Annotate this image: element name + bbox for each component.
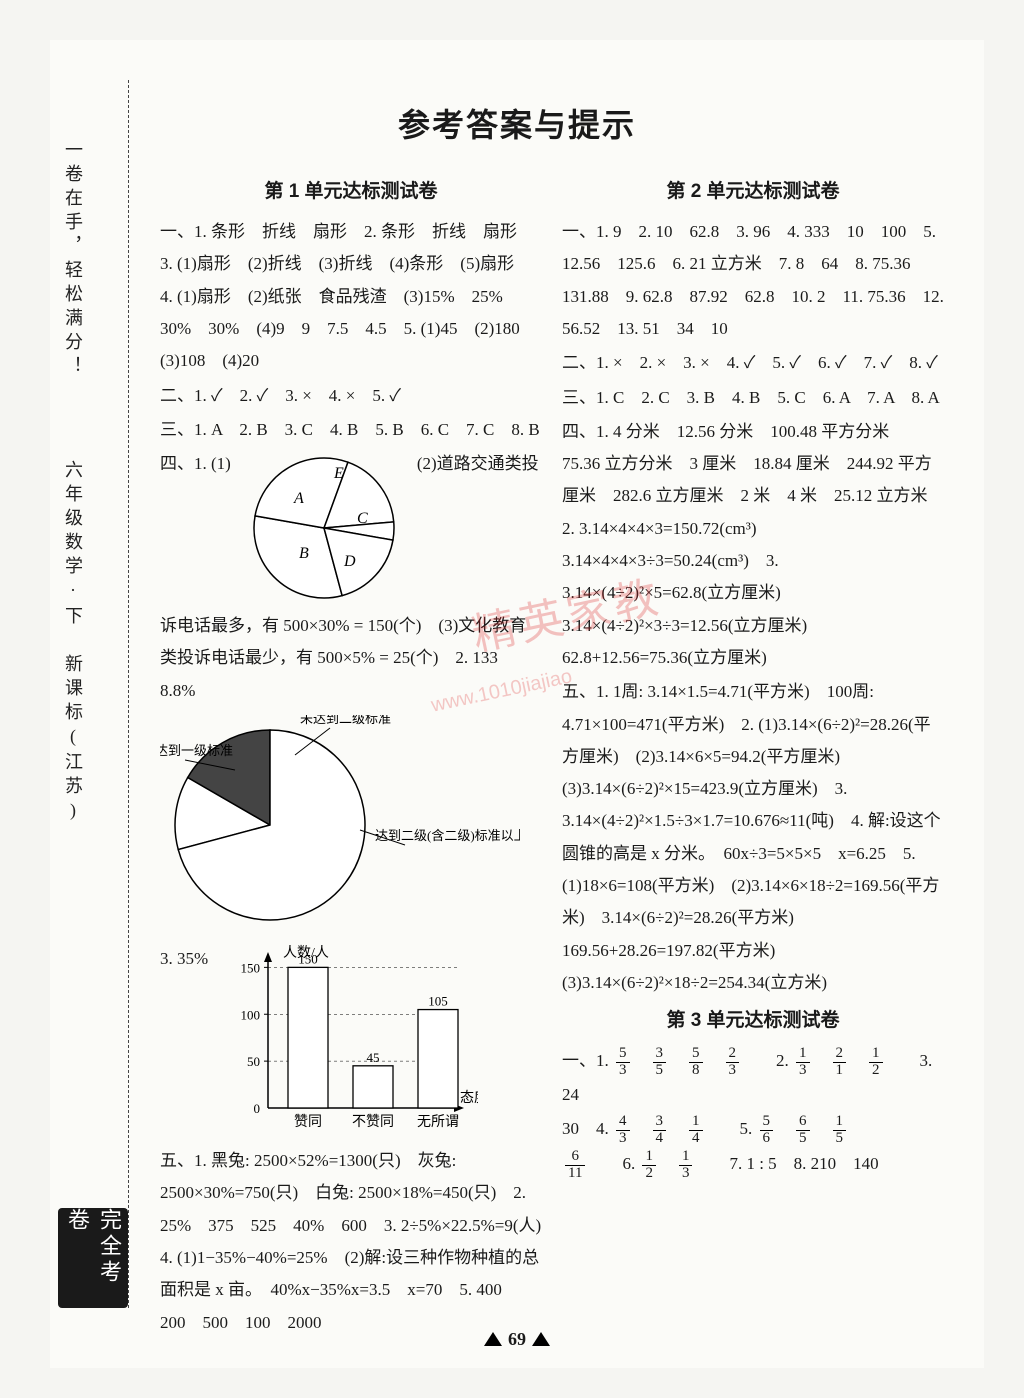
brand-logo: 完全考卷 bbox=[58, 1208, 128, 1308]
svg-text:达到二级(含二级)标准以上: 达到二级(含二级)标准以上 bbox=[375, 828, 520, 843]
q4-right: (2)道路交通类投 bbox=[417, 448, 539, 480]
svg-text:45: 45 bbox=[367, 1050, 380, 1065]
svg-text:达到一级标准: 达到一级标准 bbox=[160, 743, 233, 758]
svg-text:150: 150 bbox=[241, 960, 261, 975]
page-title: 参考答案与提示 bbox=[50, 100, 984, 146]
svg-text:105: 105 bbox=[428, 994, 448, 1009]
q3: 三、1. A 2. B 3. C 4. B 5. B 6. C 7. C 8. … bbox=[160, 414, 542, 446]
svg-text:D: D bbox=[343, 553, 356, 570]
svg-text:50: 50 bbox=[247, 1054, 260, 1069]
r5: 五、1. 1周: 3.14×1.5=4.71(平方米) 100周: 4.71×1… bbox=[562, 676, 944, 999]
pie-chart-2: 达到一级标准 未达到二级标准达到二级(含二级)标准以上 bbox=[160, 715, 542, 935]
q2: 二、1. ✓ 2. ✓ 3. × 4. × 5. ✓ bbox=[160, 380, 542, 412]
r3: 三、1. C 2. C 3. B 4. B 5. C 6. A 7. A 8. … bbox=[562, 382, 944, 414]
pie-chart-1: A B C D E bbox=[239, 448, 409, 608]
svg-text:赞同: 赞同 bbox=[294, 1114, 322, 1130]
sec3-title: 第 3 单元达标测试卷 bbox=[562, 1003, 944, 1039]
r2: 二、1. × 2. × 3. × 4. ✓ 5. ✓ 6. ✓ 7. ✓ 8. … bbox=[562, 347, 944, 379]
svg-text:150: 150 bbox=[298, 951, 318, 966]
q4-text2: 诉电话最多，有 500×30% = 150(个) (3)文化教育类投诉电话最少，… bbox=[160, 610, 542, 707]
page: 一卷在手，轻松满分！ 六年级数学·下 新课标(江苏) 完全考卷 参考答案与提示 … bbox=[50, 40, 984, 1368]
side-label-2: 六年级数学·下 新课标(江苏) bbox=[60, 460, 86, 826]
sec1-title: 第 1 单元达标测试卷 bbox=[160, 174, 542, 210]
bar-chart: 501001500人数/人态度150赞同45不赞同105无所谓 bbox=[218, 943, 478, 1143]
svg-text:B: B bbox=[299, 545, 309, 562]
q1: 一、1. 条形 折线 扇形 2. 条形 折线 扇形 3. (1)扇形 (2)折线… bbox=[160, 216, 542, 377]
r1: 一、1. 9 2. 10 62.8 3. 96 4. 333 10 100 5.… bbox=[562, 216, 944, 345]
sec2-title: 第 2 单元达标测试卷 bbox=[562, 174, 944, 210]
q4-335-text: 3. 35% bbox=[160, 943, 208, 975]
svg-text:0: 0 bbox=[254, 1101, 261, 1116]
left-column: 第 1 单元达标测试卷 一、1. 条形 折线 扇形 2. 条形 折线 扇形 3.… bbox=[160, 170, 542, 1298]
separator bbox=[128, 80, 129, 1308]
frac-line-3: 611 6. 12 13 7. 1 : 5 8. 210 140 bbox=[562, 1148, 944, 1181]
columns: 第 1 单元达标测试卷 一、1. 条形 折线 扇形 2. 条形 折线 扇形 3.… bbox=[160, 170, 944, 1298]
r4: 四、1. 4 分米 12.56 分米 100.48 平方分米 75.36 立方分… bbox=[562, 416, 944, 674]
frac-line-1: 一、1. 53 35 58 23 2. 13 21 12 3. 24 bbox=[562, 1045, 944, 1111]
side-label-1: 一卷在手，轻松满分！ bbox=[60, 140, 86, 380]
svg-text:不赞同: 不赞同 bbox=[352, 1114, 394, 1130]
svg-text:E: E bbox=[333, 465, 344, 482]
frac-line-2: 30 4. 43 34 14 5. 56 65 15 bbox=[562, 1113, 944, 1146]
page-number: 69 bbox=[50, 1329, 984, 1350]
right-column: 第 2 单元达标测试卷 一、1. 9 2. 10 62.8 3. 96 4. 3… bbox=[562, 170, 944, 1298]
q4-row: 四、1. (1) A B C D E (2)道路交通类投 bbox=[160, 448, 542, 608]
q4-335: 3. 35% 501001500人数/人态度150赞同45不赞同105无所谓 bbox=[160, 943, 542, 1143]
svg-text:A: A bbox=[293, 490, 304, 507]
svg-text:100: 100 bbox=[241, 1007, 261, 1022]
svg-text:态度: 态度 bbox=[460, 1090, 478, 1106]
q4-label: 四、1. (1) bbox=[160, 448, 231, 480]
svg-text:未达到二级标准: 未达到二级标准 bbox=[300, 715, 391, 726]
svg-text:C: C bbox=[357, 510, 368, 527]
q5: 五、1. 黑兔: 2500×52%=1300(只) 灰兔: 2500×30%=7… bbox=[160, 1145, 542, 1339]
svg-text:无所谓: 无所谓 bbox=[417, 1114, 459, 1130]
